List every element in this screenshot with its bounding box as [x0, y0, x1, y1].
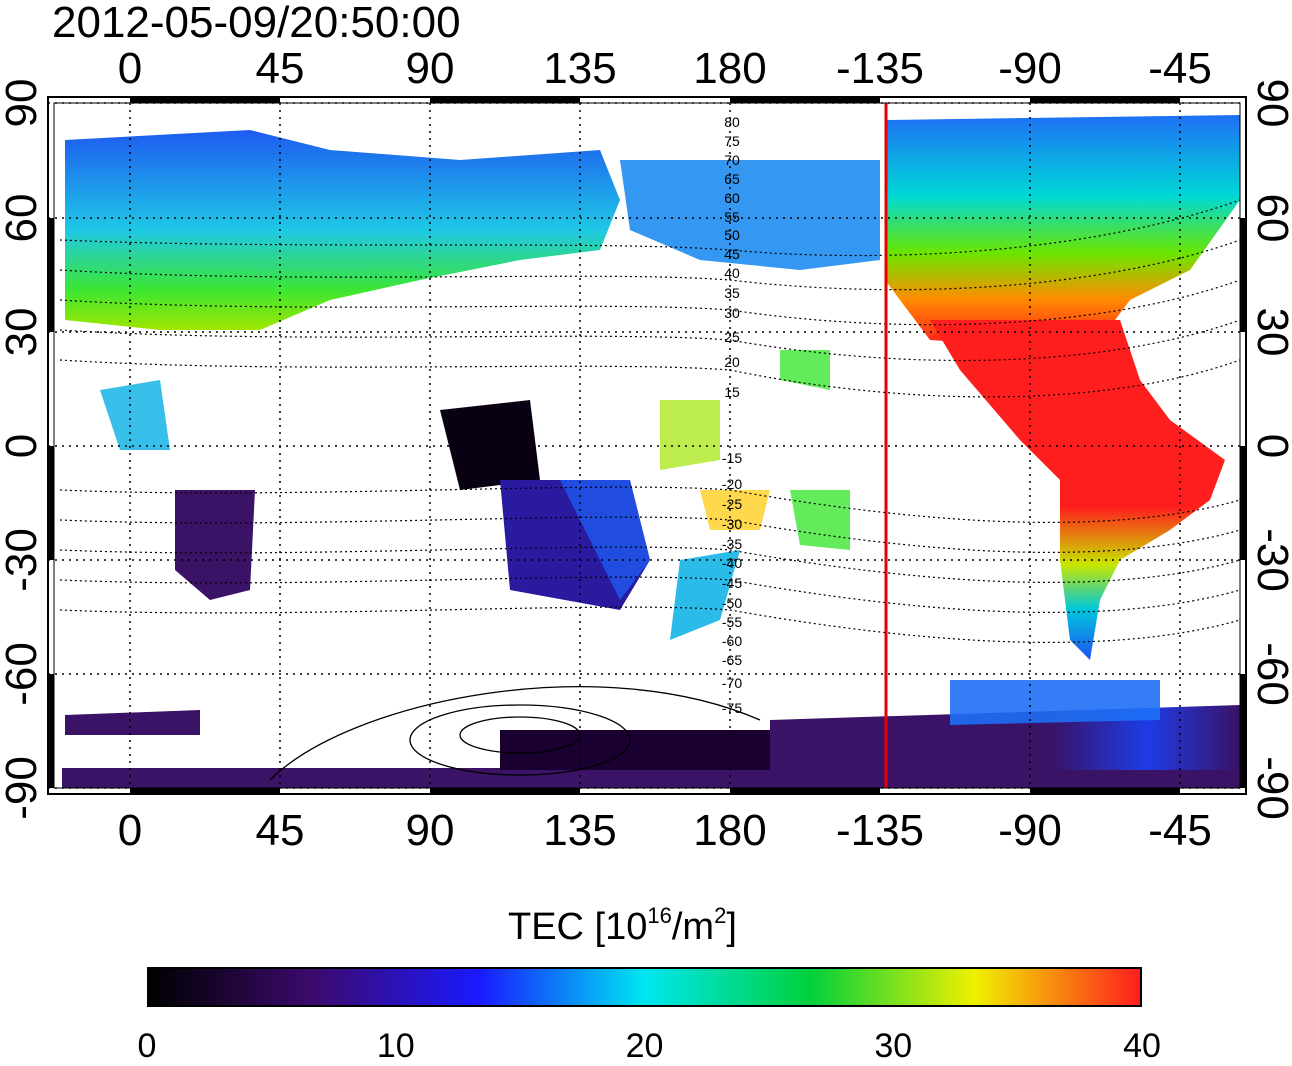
contour-label: -65: [722, 652, 742, 668]
contour-label: 15: [724, 384, 740, 400]
contour-label: 35: [724, 285, 740, 301]
colorbar-tick-label: 30: [874, 1027, 913, 1065]
frame-bands: [48, 97, 1246, 794]
bottom-x-tick-label: 0: [118, 806, 142, 855]
left-y-tick-label: 90: [0, 79, 46, 128]
contour-label: -50: [722, 595, 742, 611]
magnetic-latitude-contours: [59, 199, 1241, 643]
contour-label: -55: [722, 614, 742, 630]
right-y-tick-label: 90: [1248, 79, 1292, 128]
left-y-ticks: 90 60 30 0 -30 -60 -90: [0, 79, 46, 820]
top-x-tick-label: 45: [256, 44, 305, 93]
bottom-x-tick-label: 135: [543, 806, 616, 855]
bottom-x-tick-label: -90: [998, 806, 1062, 855]
colorbar: [147, 967, 1142, 1007]
contour-label: -40: [722, 555, 742, 571]
contour-label: -70: [722, 675, 742, 691]
contour-labels: 80 75 70 65 60 55 50 45 40 35 30 25 20 15 -15 -20 -25 -30…: [722, 114, 742, 716]
map-title: 2012-05-09/20:50:00: [52, 0, 461, 47]
bottom-x-tick-label: -135: [836, 806, 924, 855]
contour-label: -45: [722, 575, 742, 591]
tec-map: 80 75 70 65 60 55 50 45 40 35 30 25 20 15 -15 -20 -25 -30…: [0, 44, 1292, 855]
left-y-tick-label: -60: [0, 642, 46, 706]
southern-magnetic-pole-contours: [269, 686, 761, 781]
contour-label: 20: [724, 354, 740, 370]
contour-label: -35: [722, 536, 742, 552]
right-y-tick-label: -30: [1248, 528, 1292, 592]
right-y-tick-label: -60: [1248, 642, 1292, 706]
top-x-tick-label: -90: [998, 44, 1062, 93]
right-y-tick-label: 30: [1248, 308, 1292, 357]
bottom-x-tick-label: 45: [256, 806, 305, 855]
left-y-tick-label: -30: [0, 528, 46, 592]
left-y-tick-label: 60: [0, 194, 46, 243]
right-y-tick-label: 0: [1248, 434, 1292, 458]
colorbar-tick-label: 10: [376, 1027, 415, 1065]
contour-label: 40: [724, 265, 740, 281]
contour-label: -30: [722, 516, 742, 532]
colorbar-title: TEC [1016/m2]: [508, 903, 737, 948]
top-x-tick-label: 90: [406, 44, 455, 93]
contour-label: 65: [724, 171, 740, 187]
contour-label: -25: [722, 496, 742, 512]
top-x-tick-label: 0: [118, 44, 142, 93]
bottom-x-tick-label: 180: [693, 806, 766, 855]
colorbar-tick-label: 40: [1123, 1027, 1161, 1065]
contour-label: 50: [724, 227, 740, 243]
contour-label: 55: [724, 209, 740, 225]
contour-label: 30: [724, 305, 740, 321]
right-y-tick-label: -90: [1248, 756, 1292, 820]
right-y-tick-label: 60: [1248, 194, 1292, 243]
bottom-x-tick-label: 90: [406, 806, 455, 855]
top-x-tick-label: 180: [693, 44, 766, 93]
tec-data-layer: [62, 115, 1240, 788]
left-y-tick-label: 30: [0, 308, 46, 357]
contour-label: -20: [722, 476, 742, 492]
top-x-tick-label: 135: [543, 44, 616, 93]
contour-label: 75: [724, 133, 740, 149]
contour-label: -75: [722, 700, 742, 716]
right-y-ticks: 90 60 30 0 -30 -60 -90: [1248, 79, 1292, 820]
top-x-tick-label: -45: [1148, 44, 1212, 93]
contour-label: 60: [724, 190, 740, 206]
colorbar-tick-label: 20: [625, 1027, 664, 1065]
left-y-tick-label: 0: [0, 434, 46, 458]
top-x-tick-label: -135: [836, 44, 924, 93]
bottom-x-ticks: 0 45 90 135 180 -135 -90 -45: [118, 806, 1212, 855]
colorbar-tick-label: 0: [137, 1027, 157, 1065]
contour-label: 70: [724, 152, 740, 168]
contour-label: -60: [722, 633, 742, 649]
map-frame: [47, 96, 1247, 795]
bottom-x-tick-label: -45: [1148, 806, 1212, 855]
contour-label: 45: [724, 246, 740, 262]
left-y-tick-label: -90: [0, 756, 46, 820]
contour-label: 80: [724, 114, 740, 130]
contour-label: 25: [724, 329, 740, 345]
top-x-ticks: 0 45 90 135 180 -135 -90 -45: [118, 44, 1212, 93]
contour-label: -15: [722, 450, 742, 466]
